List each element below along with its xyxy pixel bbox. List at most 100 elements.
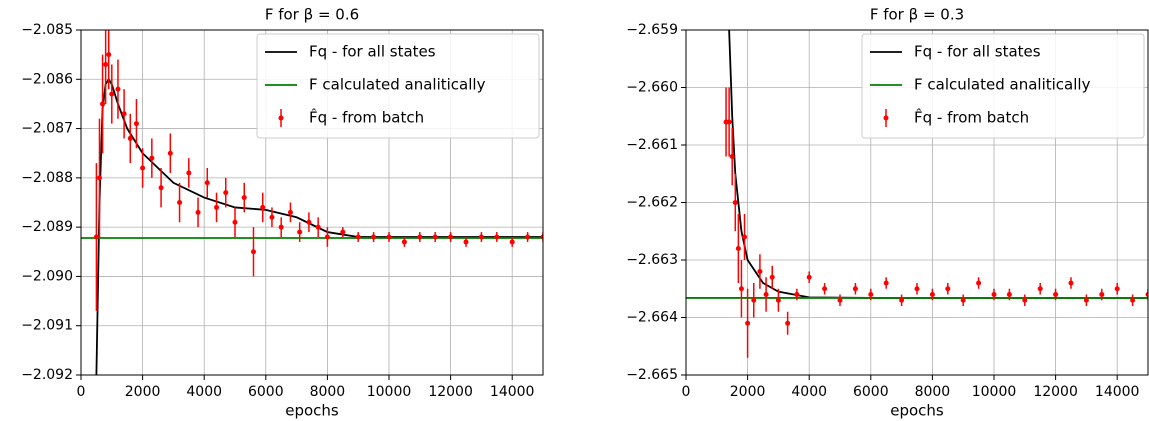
data-point <box>96 175 102 181</box>
plot-area <box>686 30 1148 358</box>
data-point <box>401 239 407 245</box>
x-axis-label: epochs <box>285 402 339 420</box>
x-axis-label: epochs <box>890 402 944 420</box>
legend-box <box>256 33 540 139</box>
legend-label: F calculated analitically <box>914 76 1091 94</box>
data-point <box>140 165 146 171</box>
data-point <box>806 274 812 280</box>
data-point <box>306 219 312 225</box>
data-point <box>732 200 738 205</box>
axes-frame <box>685 29 1149 376</box>
data-point <box>93 234 99 240</box>
x-tick-label: 8000 <box>915 384 951 400</box>
data-point <box>960 297 966 303</box>
data-point <box>1037 286 1043 292</box>
data-point <box>149 155 155 161</box>
x-tick-label: 2000 <box>125 384 161 400</box>
data-point <box>417 234 423 240</box>
data-point <box>738 286 744 292</box>
data-point <box>195 209 201 215</box>
data-point <box>822 286 828 292</box>
x-tick-label: 10000 <box>972 384 1017 400</box>
data-point <box>945 286 951 292</box>
data-point <box>106 52 112 58</box>
y-tick-label: −2.660 <box>626 80 678 96</box>
x-tick-label: 14000 <box>1095 384 1140 400</box>
data-point <box>478 234 484 240</box>
axes-frame <box>80 29 544 376</box>
data-point <box>115 86 121 92</box>
data-point <box>751 297 757 303</box>
data-point <box>929 292 935 297</box>
data-point <box>868 292 874 297</box>
x-tick-label: 8000 <box>310 384 346 400</box>
y-tick-label: −2.663 <box>626 252 678 268</box>
y-tick-label: −2.092 <box>21 367 73 383</box>
data-point <box>494 234 500 240</box>
x-tick-label: 6000 <box>248 384 284 400</box>
x-tick-label: 0 <box>77 384 86 400</box>
data-point <box>214 204 220 210</box>
data-point <box>103 62 109 67</box>
data-point <box>525 234 531 240</box>
data-point <box>260 204 266 210</box>
x-tick-label: 4000 <box>186 384 222 400</box>
x-tick-label: 6000 <box>853 384 889 400</box>
data-point <box>763 292 769 297</box>
data-point <box>1022 297 1028 303</box>
data-point <box>757 269 763 274</box>
data-point <box>883 280 889 286</box>
y-tick-label: −2.665 <box>626 367 678 383</box>
y-tick-label: −2.664 <box>626 310 678 326</box>
data-point <box>127 135 133 141</box>
legend-box <box>861 33 1145 139</box>
x-tick-label: 0 <box>682 384 691 400</box>
legend: Fq - for all states F calculated analitic… <box>861 33 1145 139</box>
y-tick-label: −2.091 <box>21 318 73 334</box>
data-point <box>432 234 438 240</box>
data-point <box>371 234 377 240</box>
data-point <box>1068 280 1074 286</box>
data-point <box>340 229 346 235</box>
data-point <box>186 170 192 176</box>
y-tick-label: −2.085 <box>21 22 73 38</box>
data-point <box>976 280 982 286</box>
data-point <box>1099 292 1105 297</box>
data-point <box>1145 292 1148 297</box>
legend: Fq - for all states F calculated analitic… <box>256 33 540 139</box>
data-point <box>729 154 735 159</box>
data-point <box>100 101 106 107</box>
data-point <box>509 239 515 245</box>
y-tick-label: −2.090 <box>21 268 73 284</box>
data-point <box>745 320 751 326</box>
panel: F for β = 0.6 epochs 0 2000 4000 6000 8000 1000… <box>21 6 544 420</box>
data-point <box>742 234 748 240</box>
data-point <box>794 292 800 297</box>
data-point <box>726 119 732 125</box>
data-point <box>837 297 843 303</box>
data-point <box>540 234 543 240</box>
data-point <box>899 297 905 303</box>
data-point <box>785 320 791 326</box>
data-point <box>355 234 361 240</box>
data-point <box>1006 292 1012 297</box>
data-point <box>463 239 469 245</box>
y-tick-label: −2.089 <box>21 219 73 235</box>
data-point <box>315 224 321 230</box>
data-point <box>241 195 247 201</box>
legend-label: F̂q - from batch <box>914 108 1029 127</box>
data-point <box>914 286 920 292</box>
data-point <box>852 286 858 292</box>
x-tick-label: 2000 <box>730 384 766 400</box>
y-tick-label: −2.088 <box>21 170 73 186</box>
data-point <box>269 214 275 220</box>
plot-area <box>81 30 543 375</box>
x-tick-label: 4000 <box>791 384 827 400</box>
y-tick-label: −2.087 <box>21 121 73 137</box>
legend-label: F̂q - from batch <box>309 108 424 127</box>
data-point <box>769 274 775 280</box>
data-point <box>1083 297 1089 303</box>
chart-title: F for β = 0.3 <box>870 6 964 24</box>
data-point <box>158 185 164 191</box>
